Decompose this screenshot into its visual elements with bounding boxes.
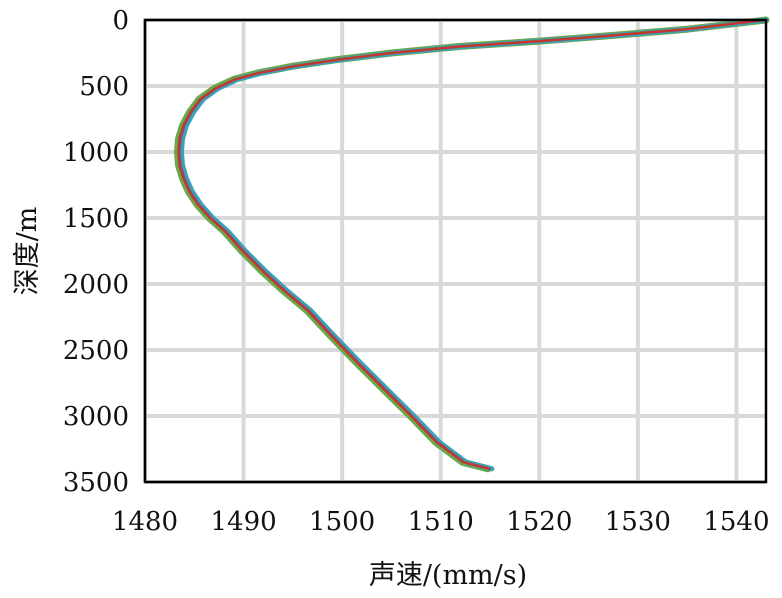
y-tick-label: 3000 (63, 402, 129, 432)
x-tick-label: 1490 (210, 507, 276, 537)
y-tick-label: 0 (112, 6, 129, 36)
grid-lines (143, 18, 766, 484)
x-tick-labels: 1480 1490 1500 1510 1520 1530 1540 (112, 507, 770, 537)
x-tick-label: 1530 (605, 507, 671, 537)
plot-frame (143, 18, 768, 484)
series-line-3 (177, 18, 766, 471)
y-tick-label: 500 (79, 72, 129, 102)
y-tick-label: 1500 (63, 204, 129, 234)
x-tick-label: 1520 (506, 507, 572, 537)
x-axis-title: 声速/(mm/s) (369, 560, 527, 591)
series-layer (174, 16, 770, 473)
y-tick-labels: 0 500 1000 1500 2000 2500 3000 3500 (63, 6, 129, 498)
y-tick-label: 3500 (63, 468, 129, 498)
y-axis-title: 深度/m (12, 207, 43, 296)
x-tick-label: 1540 (703, 507, 769, 537)
x-tick-label: 1500 (309, 507, 375, 537)
y-tick-label: 1000 (63, 138, 129, 168)
y-tick-label: 2500 (63, 336, 129, 366)
x-tick-label: 1510 (408, 507, 474, 537)
x-tick-label: 1480 (112, 507, 178, 537)
y-tick-label: 2000 (63, 270, 129, 300)
